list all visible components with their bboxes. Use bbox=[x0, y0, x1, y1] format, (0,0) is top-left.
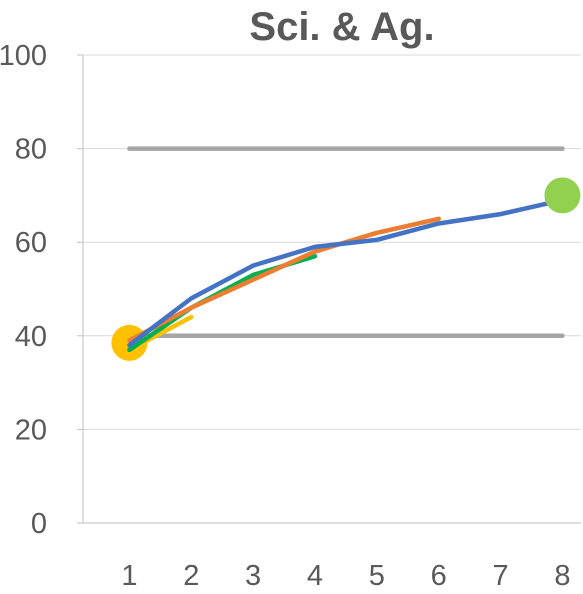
reference-lines bbox=[127, 146, 565, 339]
y-tick-label-40: 40 bbox=[15, 321, 47, 353]
x-tick-label-7: 7 bbox=[493, 560, 509, 592]
y-tick-label-100: 100 bbox=[0, 40, 47, 72]
y-tick-label-60: 60 bbox=[15, 227, 47, 259]
y-tick-label-0: 0 bbox=[31, 508, 47, 540]
y-tick-label-80: 80 bbox=[15, 134, 47, 166]
series-lines bbox=[127, 197, 565, 353]
series-line-3 bbox=[127, 216, 441, 343]
chart-title: Sci. & Ag. bbox=[249, 5, 434, 49]
x-tick-label-8: 8 bbox=[554, 560, 570, 592]
x-tick-label-1: 1 bbox=[121, 560, 137, 592]
y-tick-label-20: 20 bbox=[15, 414, 47, 446]
x-tick-label-6: 6 bbox=[431, 560, 447, 592]
grid-lines bbox=[83, 54, 581, 430]
y-tick-labels: 0 20 40 60 80 100 bbox=[0, 40, 47, 540]
x-tick-label-4: 4 bbox=[307, 560, 323, 592]
x-tick-labels: 1 2 3 4 5 6 7 8 bbox=[121, 560, 570, 592]
series-line-4 bbox=[127, 197, 565, 348]
x-tick-label-2: 2 bbox=[183, 560, 199, 592]
marker-2 bbox=[544, 177, 581, 214]
x-tick-label-5: 5 bbox=[369, 560, 385, 592]
axes bbox=[77, 54, 581, 524]
x-tick-label-3: 3 bbox=[245, 560, 261, 592]
